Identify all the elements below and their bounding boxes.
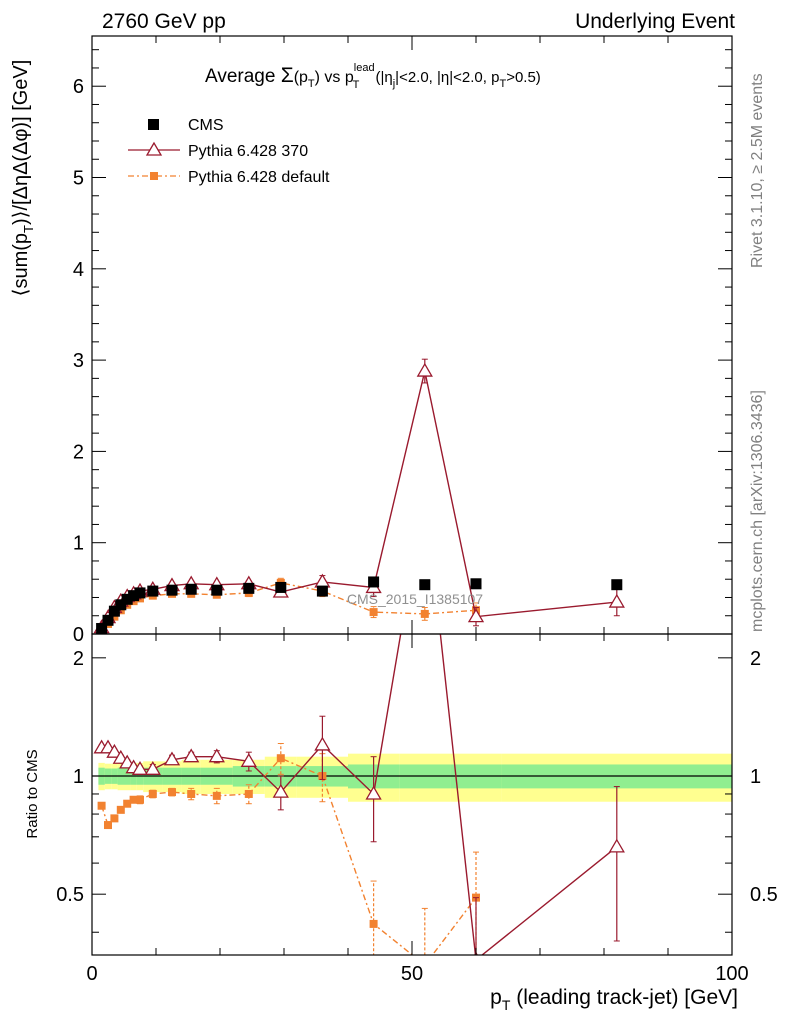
ratio-y-tick-label: 1: [73, 766, 84, 788]
y-tick-label: 3: [73, 350, 84, 372]
y-tick-label: 0: [73, 624, 84, 646]
legend-entry-pythia-370: Pythia 6.428 370: [128, 141, 308, 160]
legend-entry-cms: CMS: [148, 117, 224, 134]
ratio-y-tick-label-right: 0.5: [750, 884, 778, 906]
data-point-cms: [166, 584, 178, 596]
data-point-pythia-370: [416, 362, 433, 377]
ratio-frame: [91, 633, 733, 956]
data-point-pythia-370: [240, 753, 257, 767]
y-tick-label: 4: [73, 259, 84, 281]
data-point-pythia-default: [212, 791, 221, 800]
data-point-pythia-default: [187, 789, 196, 798]
y-tick-label: 5: [73, 168, 84, 190]
data-point-cms: [316, 585, 328, 597]
data-point-cms: [108, 605, 120, 617]
main-ylabel: ⟨sum(pT)⟩/[ΔηΔ(Δφ)] [GeV]: [10, 60, 36, 297]
watermark: CMS_2015_I1385107: [347, 591, 483, 607]
data-point-pythia-default: [116, 805, 125, 814]
legend: CMS Pythia 6.428 370 Pythia 6.428 defaul…: [128, 117, 330, 186]
data-point-pythia-370: [183, 748, 200, 763]
data-point-pythia-default: [369, 919, 378, 928]
data-point-pythia-default: [104, 821, 112, 830]
x-tick-label: 0: [86, 963, 97, 985]
data-point-pythia-default: [129, 795, 138, 804]
data-point-cms: [96, 623, 108, 634]
ratio-xlabel: pT (leading track-jet) [GeV]: [490, 986, 738, 1013]
data-point-cms: [275, 581, 287, 593]
ratio-y-tick-label: 0.5: [56, 884, 84, 906]
data-point-pythia-default: [420, 609, 429, 618]
x-tick-label: 50: [401, 963, 423, 985]
y-tick-label: 2: [73, 441, 84, 463]
legend-marker-pythia-default: [150, 172, 158, 180]
data-point-pythia-370: [365, 785, 382, 800]
data-point-pythia-370: [163, 751, 181, 766]
header-left: 2760 GeV pp: [102, 10, 226, 33]
header-right: Underlying Event: [575, 10, 735, 33]
legend-marker-pythia-370: [145, 141, 163, 156]
data-point-cms: [102, 614, 114, 626]
data-point-cms: [134, 587, 146, 599]
data-point-pythia-370: [418, 485, 432, 497]
data-point-pythia-370: [467, 608, 485, 623]
data-point-cms: [211, 584, 223, 596]
data-point-pythia-default: [244, 789, 253, 798]
data-point-pythia-370: [131, 761, 149, 775]
data-point-cms: [147, 585, 159, 597]
data-point-cms: [470, 578, 482, 590]
data-point-cms: [419, 579, 431, 591]
data-point-pythia-default: [123, 799, 132, 808]
data-point-cms: [128, 590, 140, 602]
data-point-pythia-default: [369, 608, 378, 617]
legend-label-cms: CMS: [188, 117, 224, 134]
legend-entry-pythia-default: Pythia 6.428 default: [128, 169, 330, 186]
ratio-ylabel: Ratio to CMS: [24, 749, 41, 838]
data-point-cms: [185, 583, 197, 595]
y-tick-label: 1: [73, 533, 84, 555]
data-point-pythia-370: [314, 736, 331, 751]
legend-marker-cms: [148, 119, 159, 130]
data-point-pythia-370: [208, 748, 225, 763]
data-point-pythia-default: [97, 801, 106, 810]
series-line-ratio-pythia-370: [101, 634, 618, 955]
data-point-pythia-370: [144, 761, 161, 775]
side-label-rivet: Rivet 3.1.10, ≥ 2.5M events: [749, 73, 766, 268]
data-point-pythia-default: [148, 789, 157, 798]
data-point-cms: [368, 576, 380, 588]
x-tick-label: 100: [715, 963, 748, 985]
data-point-cms: [611, 579, 623, 591]
data-point-pythia-370: [608, 838, 625, 853]
series-line-ratio-pythia-default: [100, 757, 477, 955]
ratio-panel: 0.5 0.51 12 20 50 100 Ratio to CMS pT (leadin…: [24, 485, 778, 1013]
data-point-pythia-default: [110, 814, 119, 823]
data-point-pythia-370: [314, 573, 331, 588]
data-point-cms: [121, 593, 133, 605]
legend-label-pythia-default: Pythia 6.428 default: [188, 169, 330, 186]
ratio-y-tick-label-right: 2: [750, 648, 761, 670]
main-title: Average Σ(pT) vs plead T (|ηj|<2.0, |η|<2…: [205, 62, 541, 91]
data-point-pythia-370: [608, 593, 625, 608]
ratio-y-tick-label-right: 1: [750, 766, 761, 788]
data-point-pythia-default: [168, 788, 176, 797]
data-point-pythia-370: [272, 783, 289, 798]
ratio-y-tick-label: 2: [73, 648, 84, 670]
data-point-pythia-default: [136, 795, 144, 804]
legend-label-pythia-370: Pythia 6.428 370: [188, 143, 308, 160]
data-point-pythia-default: [276, 754, 285, 763]
y-tick-label: 6: [73, 76, 84, 98]
main-panel: 0 1 2 3 4 5 6 Average Σ(pT) vs plead T (|ηj|<2.…: [10, 35, 733, 646]
side-label-mcplots: mcplots.cern.ch [arXiv:1306.3436]: [749, 390, 766, 632]
data-point-cms: [243, 582, 255, 594]
data-point-cms: [115, 599, 127, 611]
data-point-pythia-370: [106, 743, 123, 758]
